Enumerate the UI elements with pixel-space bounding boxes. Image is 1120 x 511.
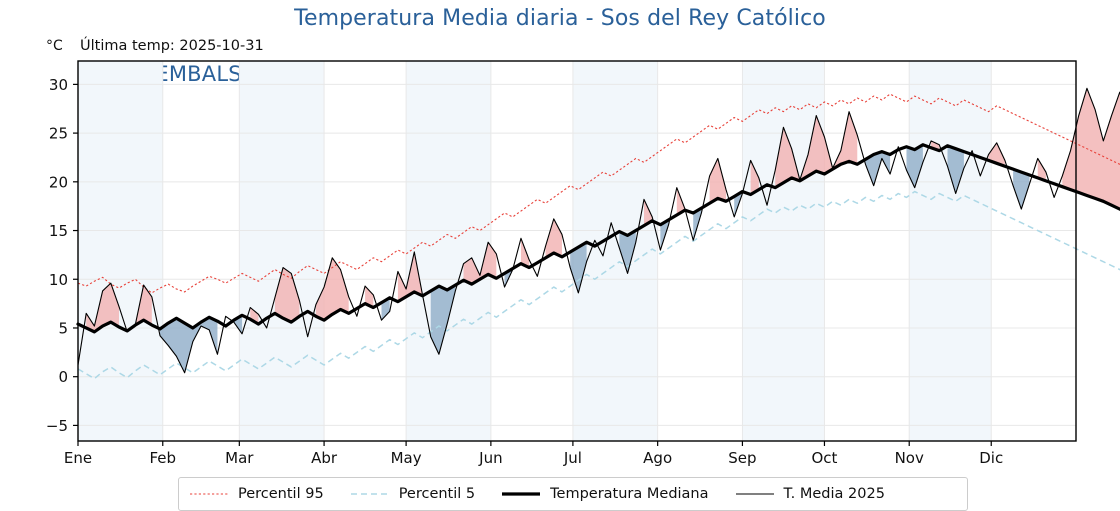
svg-text:30: 30 bbox=[49, 76, 68, 94]
svg-text:Oct: Oct bbox=[811, 449, 837, 467]
svg-text:Ago: Ago bbox=[643, 449, 672, 467]
y-axis-unit-label: °C bbox=[46, 38, 63, 54]
plot-frame bbox=[77, 60, 1077, 442]
below-median-fill bbox=[160, 144, 1030, 373]
svg-text:25: 25 bbox=[49, 125, 68, 143]
legend-item-label: T. Media 2025 bbox=[783, 486, 885, 502]
svg-text:Jul: Jul bbox=[563, 449, 582, 467]
svg-text:Sep: Sep bbox=[728, 449, 756, 467]
series-temperatura-mediana bbox=[76, 143, 1120, 334]
legend-item-label: Temperatura Mediana bbox=[550, 486, 709, 502]
series-percentil-95 bbox=[77, 93, 1120, 294]
svg-text:Ene: Ene bbox=[64, 449, 92, 467]
legend-swatch-line-icon bbox=[350, 493, 389, 495]
svg-text:Mar: Mar bbox=[225, 449, 254, 467]
legend-item-t-media-2025[interactable]: T. Media 2025 bbox=[735, 486, 885, 502]
legend-item-label: Percentil 5 bbox=[398, 486, 476, 502]
legend-swatch-line-icon bbox=[735, 493, 774, 495]
x-axis-ticks: Ene Feb Mar Abr May Jun Jul Ago Sep Oct Nov Dic bbox=[64, 441, 1003, 467]
last-temperature-date-label: Última temp: 2025-10-31 bbox=[80, 38, 264, 54]
legend-swatch-line-icon bbox=[502, 492, 541, 496]
page-title: Temperatura Media diaria - Sos del Rey C… bbox=[294, 6, 826, 31]
grid-lines bbox=[77, 61, 1076, 441]
svg-text:15: 15 bbox=[49, 222, 68, 240]
svg-text:Abr: Abr bbox=[311, 449, 338, 467]
svg-text:−5: −5 bbox=[46, 417, 68, 435]
legend-swatch-line-icon bbox=[190, 493, 228, 495]
svg-text:5: 5 bbox=[58, 319, 68, 337]
svg-text:Jun: Jun bbox=[478, 449, 502, 467]
svg-text:Dic: Dic bbox=[979, 449, 1003, 467]
svg-text:May: May bbox=[391, 449, 422, 467]
svg-text:Nov: Nov bbox=[895, 449, 924, 467]
y-axis-ticks: −5 0 5 10 15 20 25 30 bbox=[46, 76, 78, 435]
plot-area: −5 0 5 10 15 20 25 30 Ene Feb Mar Abr May Jun Jul Ago S… bbox=[46, 60, 1120, 467]
temperature-chart: Temperatura Media diaria - Sos del Rey C… bbox=[46, 6, 1120, 511]
svg-text:10: 10 bbox=[49, 271, 68, 289]
svg-text:Feb: Feb bbox=[149, 449, 176, 467]
legend-item-temperatura-mediana[interactable]: Temperatura Mediana bbox=[501, 486, 709, 502]
svg-text:0: 0 bbox=[58, 368, 68, 386]
legend-item-percentil-5[interactable]: Percentil 5 bbox=[350, 486, 475, 502]
legend-item-percentil-95[interactable]: Percentil 95 bbox=[189, 486, 324, 502]
legend-item-label: Percentil 95 bbox=[238, 486, 324, 502]
svg-text:20: 20 bbox=[49, 173, 68, 191]
month-background-bands bbox=[78, 61, 992, 441]
chart-legend: Percentil 95 Percentil 5 Temperatura Media… bbox=[178, 477, 968, 511]
